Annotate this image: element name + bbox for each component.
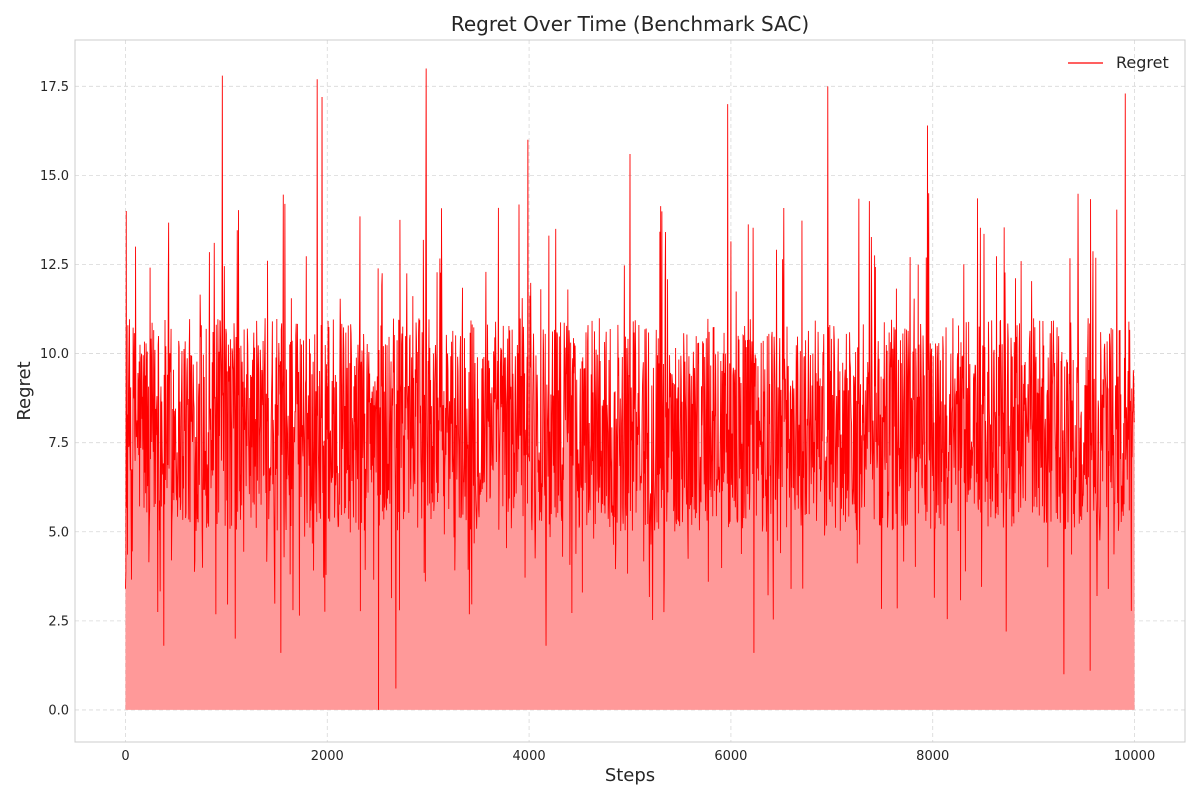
x-tick-labels: 0 2000 4000 6000 8000 10000: [121, 749, 1155, 764]
y-tick-labels: 0.0 2.5 5.0 7.5 10.0 12.5 15.0 17.5: [40, 80, 69, 719]
x-tick-label: 2000: [311, 749, 344, 764]
chart-title: Regret Over Time (Benchmark SAC): [451, 12, 809, 36]
x-tick-label: 0: [121, 749, 129, 764]
x-axis-label: Steps: [605, 765, 655, 786]
legend: Regret: [1068, 53, 1169, 72]
y-tick-label: 10.0: [40, 347, 69, 362]
y-tick-label: 2.5: [48, 614, 69, 629]
y-tick-label: 5.0: [48, 525, 69, 540]
plot-frame: [74, 39, 1186, 743]
y-axis-label: Regret: [14, 361, 35, 420]
x-tick-label: 4000: [513, 749, 546, 764]
y-tick-label: 7.5: [48, 436, 69, 451]
y-tick-label: 0.0: [48, 703, 69, 718]
x-tick-label: 10000: [1114, 749, 1155, 764]
regret-line: [125, 68, 1135, 710]
x-tick-label: 8000: [916, 749, 949, 764]
line-layer: [125, 68, 1135, 710]
x-tick-label: 6000: [714, 749, 747, 764]
legend-label: Regret: [1116, 53, 1169, 72]
y-tick-label: 17.5: [40, 80, 69, 95]
y-tick-label: 12.5: [40, 258, 69, 273]
y-tick-label: 15.0: [40, 169, 69, 184]
